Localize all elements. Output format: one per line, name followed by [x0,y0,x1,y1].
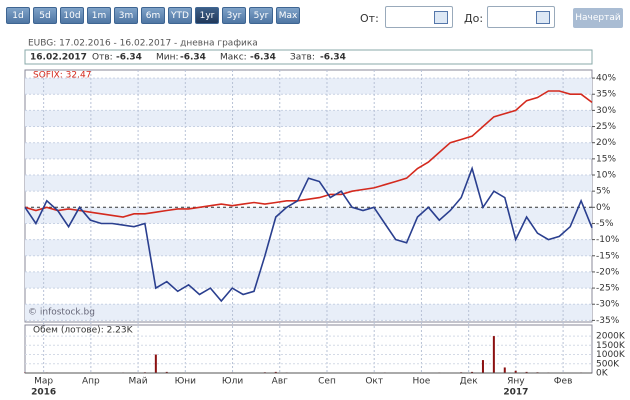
to-input[interactable] [487,6,555,28]
range-button[interactable]: 1d [6,7,30,24]
stripe [25,175,592,192]
y-tick-label: 1500K [596,341,626,351]
legend-entry: SOFIX: 32.47 [33,71,91,81]
volume-bar [503,367,506,373]
volume-bar [514,370,517,373]
range-button[interactable]: 10d [60,7,84,24]
to-label: До: [464,12,484,25]
x-tick-label: Яну [507,377,525,387]
y-tick-label: -25% [596,284,620,294]
x-tick-label: Апр [82,377,100,387]
info-box [24,49,593,65]
year-label: 2016 [31,388,56,398]
series-line [24,165,593,303]
y-tick-label: 500K [596,359,620,369]
range-button[interactable]: YTD [168,7,192,24]
info-value: -6.34 [116,53,142,63]
y-tick-label: 15% [596,154,616,164]
range-button[interactable]: Max [276,7,300,24]
x-tick-label: Авг [272,377,288,387]
info-value: -6.34 [250,53,276,63]
y-tick-label: 35% [596,90,616,100]
x-tick-label: Сеп [318,377,336,387]
x-tick-label: Мар [34,377,53,387]
x-tick-label: Юни [175,377,197,387]
volume-bar [525,371,528,373]
y-tick-label: 0% [596,203,611,213]
range-button[interactable]: 3yr [222,7,246,24]
volume-bar [481,360,484,373]
x-tick-label: Окт [365,377,383,387]
info-value: -6.34 [320,53,346,63]
from-label: От: [360,12,379,25]
y-tick-label: -35% [596,316,620,326]
range-button[interactable]: 3m [114,7,138,24]
stripe [25,142,592,159]
y-tick-label: -10% [596,235,620,245]
y-tick-label: 30% [596,106,616,116]
x-tick-label: Дек [460,377,479,387]
y-tick-label: -20% [596,267,620,277]
y-tick-label: 40% [596,74,616,84]
volume-bar [492,336,495,373]
stripe [25,239,592,256]
stripe [25,110,592,127]
x-tick-label: Фев [554,377,573,387]
range-button[interactable]: 1yr [195,7,219,24]
info-label: Затв: [290,53,315,63]
y-tick-label: -30% [596,300,620,310]
y-tick-label: -5% [596,219,614,229]
volume-bar [154,354,157,373]
volume-bar [165,371,168,373]
info-label: Отв: [92,53,113,63]
y-tick-label: -15% [596,251,620,261]
range-button[interactable]: 5yr [249,7,273,24]
info-date: 16.02.2017 [30,53,87,63]
draw-button[interactable]: Начертай [573,8,623,28]
y-tick-label: 2000K [596,332,626,342]
range-button[interactable]: 5d [33,7,57,24]
y-tick-label: 20% [596,138,616,148]
from-input[interactable] [385,6,453,28]
info-value: -6.34 [180,53,206,63]
y-tick-label: 5% [596,187,611,197]
stripe [25,304,592,321]
y-tick-label: 0K [596,369,609,379]
calendar-icon[interactable] [536,11,550,24]
volume-bar [471,371,474,373]
stripe [25,78,592,95]
chart-title: EUBG: 17.02.2016 - 16.02.2017 - дневна г… [28,39,258,49]
x-tick-label: Ное [413,377,431,387]
info-label: Мин: [156,53,179,63]
y-tick-label: 10% [596,171,616,181]
volume-bar [274,371,277,373]
info-label: Макс: [220,53,247,63]
x-tick-label: Юли [222,377,243,387]
volume-title: Обем (лотове): 2.23K [33,326,134,336]
x-tick-label: Май [129,377,148,387]
series-line [24,90,593,218]
watermark: © infostock.bg [28,308,95,318]
range-button[interactable]: 1m [87,7,111,24]
stripe [25,271,592,289]
y-tick-label: 25% [596,122,616,132]
range-button[interactable]: 6m [141,7,165,24]
y-tick-label: 1000K [596,350,626,360]
year-label: 2017 [503,388,528,398]
calendar-icon[interactable] [434,11,448,24]
